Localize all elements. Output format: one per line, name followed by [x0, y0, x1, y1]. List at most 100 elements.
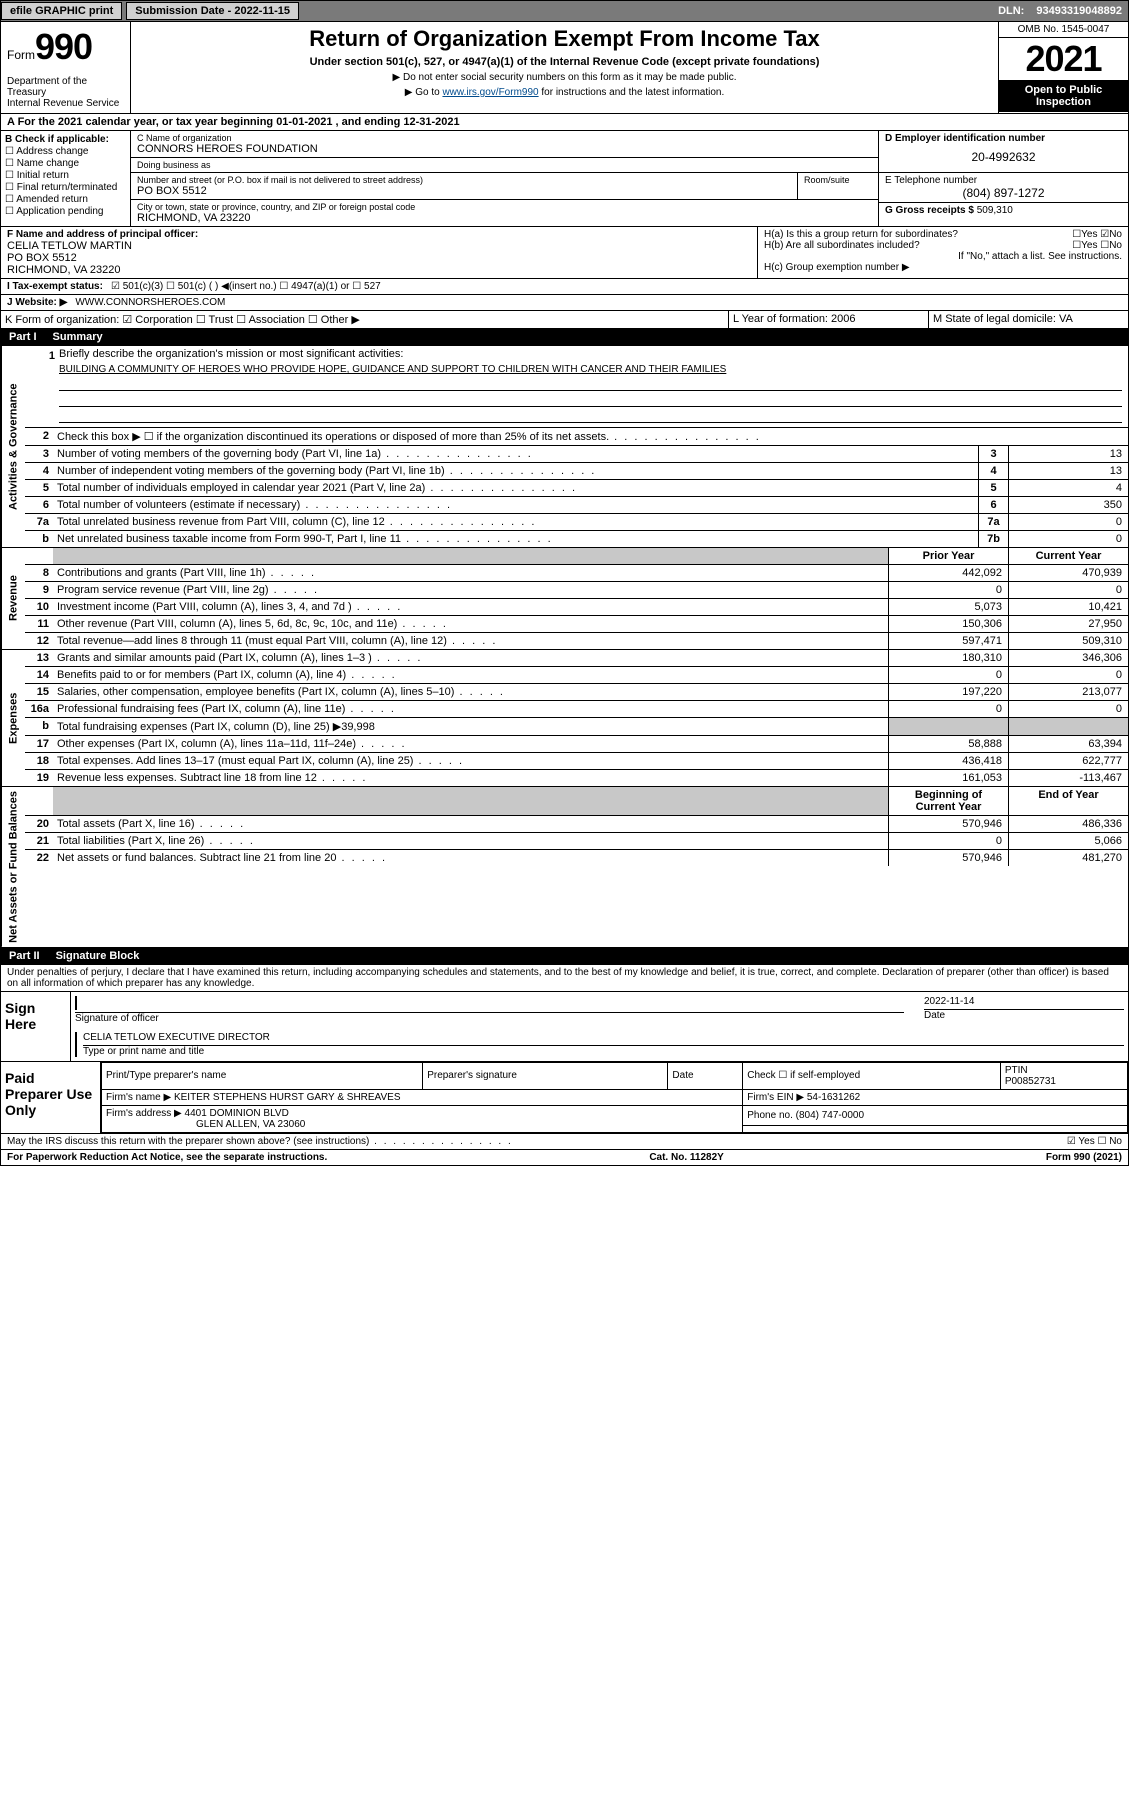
summary-line: 17Other expenses (Part IX, column (A), l…: [25, 736, 1128, 753]
col-b-header: B Check if applicable:: [5, 134, 126, 145]
form-title: Return of Organization Exempt From Incom…: [139, 26, 990, 52]
header-mid: Return of Organization Exempt From Incom…: [131, 22, 998, 113]
prep-date-header: Date: [668, 1062, 743, 1089]
ein-label: D Employer identification number: [885, 133, 1122, 144]
f-name: CELIA TETLOW MARTIN: [7, 240, 751, 252]
firm-addr-label: Firm's address ▶: [106, 1108, 185, 1119]
chk-name-change[interactable]: Name change: [5, 158, 126, 169]
f-label: F Name and address of principal officer:: [7, 229, 751, 240]
subdate-value: 2022-11-15: [234, 5, 290, 17]
hc-label: H(c) Group exemption number ▶: [764, 262, 1122, 273]
subdate-label: Submission Date -: [135, 5, 234, 17]
link-post: for instructions and the latest informat…: [539, 87, 725, 98]
firm-name: KEITER STEPHENS HURST GARY & SHREAVES: [174, 1092, 401, 1103]
sig-officer-label: Signature of officer: [75, 1013, 904, 1024]
chk-amended-return[interactable]: Amended return: [5, 194, 126, 205]
col-current-year: Current Year: [1008, 548, 1128, 564]
penalties-statement: Under penalties of perjury, I declare th…: [0, 965, 1129, 992]
line-i: I Tax-exempt status: ☑ 501(c)(3) ☐ 501(c…: [0, 279, 1129, 295]
efile-button[interactable]: efile GRAPHIC print: [1, 2, 122, 20]
gross-value: 509,310: [977, 205, 1013, 216]
chk-final-return[interactable]: Final return/terminated: [5, 182, 126, 193]
firm-name-label: Firm's name ▶: [106, 1092, 174, 1103]
section-f: F Name and address of principal officer:…: [1, 227, 758, 278]
summary-line: 8Contributions and grants (Part VIII, li…: [25, 565, 1128, 582]
f-addr2: RICHMOND, VA 23220: [7, 264, 751, 276]
header-right: OMB No. 1545-0047 2021 Open to Public In…: [998, 22, 1128, 113]
summary-line: 6Total number of volunteers (estimate if…: [25, 497, 1128, 514]
summary-line: 11Other revenue (Part VIII, column (A), …: [25, 616, 1128, 633]
city-value: RICHMOND, VA 23220: [137, 212, 872, 224]
section-bcd: B Check if applicable: Address change Na…: [0, 131, 1129, 227]
part-1-header: Part I Summary: [0, 329, 1129, 346]
room-label: Room/suite: [804, 175, 872, 185]
vtab-governance: Activities & Governance: [1, 346, 25, 547]
summary-line: 21Total liabilities (Part X, line 26)05,…: [25, 833, 1128, 850]
sign-here-label: Sign Here: [1, 992, 71, 1061]
summary-line: 13Grants and similar amounts paid (Part …: [25, 650, 1128, 667]
discuss-line: May the IRS discuss this return with the…: [0, 1134, 1129, 1150]
website-value: WWW.CONNORSHEROES.COM: [75, 297, 225, 308]
dln-label: DLN:: [998, 5, 1024, 17]
part-2-title: Signature Block: [56, 950, 140, 962]
ha-answer: ☐Yes ☑No: [1072, 229, 1122, 240]
summary-line: 10Investment income (Part VIII, column (…: [25, 599, 1128, 616]
prep-selfemployed: Check ☐ if self-employed: [743, 1062, 1001, 1089]
dln-value: 93493319048892: [1036, 5, 1122, 17]
chk-application-pending[interactable]: Application pending: [5, 206, 126, 217]
link-pre: ▶ Go to: [405, 87, 443, 98]
line-i-options: ☑ 501(c)(3) ☐ 501(c) ( ) ◀(insert no.) ☐…: [111, 281, 381, 292]
form-prefix: Form: [7, 48, 35, 62]
city-label: City or town, state or province, country…: [137, 202, 872, 212]
omb-number: OMB No. 1545-0047: [999, 22, 1128, 38]
sig-date-value: 2022-11-14: [924, 996, 1124, 1007]
form-subtitle: Under section 501(c), 527, or 4947(a)(1)…: [139, 56, 990, 68]
line-j-label: J Website: ▶: [7, 297, 67, 308]
discuss-answer: ☑ Yes ☐ No: [1067, 1136, 1122, 1147]
ptin-value: P00852731: [1005, 1076, 1056, 1087]
preparer-table: Print/Type preparer's name Preparer's si…: [101, 1062, 1128, 1133]
firm-ein: 54-1631262: [807, 1092, 860, 1103]
col-begin-year: Beginning of Current Year: [888, 787, 1008, 815]
summary-line: 7aTotal unrelated business revenue from …: [25, 514, 1128, 531]
period-line: A For the 2021 calendar year, or tax yea…: [0, 114, 1129, 131]
section-h: H(a) Is this a group return for subordin…: [758, 227, 1128, 278]
submission-date-button[interactable]: Submission Date - 2022-11-15: [126, 2, 299, 20]
section-fh: F Name and address of principal officer:…: [0, 227, 1129, 279]
tel-label: E Telephone number: [885, 175, 1122, 186]
topbar: efile GRAPHIC print Submission Date - 20…: [0, 0, 1129, 22]
sig-name-value: CELIA TETLOW EXECUTIVE DIRECTOR: [83, 1032, 1124, 1043]
hb-label: H(b) Are all subordinates included?: [764, 240, 920, 251]
summary-line: 14Benefits paid to or for members (Part …: [25, 667, 1128, 684]
summary-line: 22Net assets or fund balances. Subtract …: [25, 850, 1128, 866]
addr-value: PO BOX 5512: [137, 185, 791, 197]
chk-initial-return[interactable]: Initial return: [5, 170, 126, 181]
expenses-section: Expenses 13Grants and similar amounts pa…: [0, 650, 1129, 787]
chk-address-change[interactable]: Address change: [5, 146, 126, 157]
summary-line: 20Total assets (Part X, line 16)570,9464…: [25, 816, 1128, 833]
form-header: Form990 Department of the Treasury Inter…: [0, 22, 1129, 114]
summary-line: 3Number of voting members of the governi…: [25, 446, 1128, 463]
dba-label: Doing business as: [137, 160, 872, 170]
col-end-year: End of Year: [1008, 787, 1128, 815]
vtab-revenue: Revenue: [1, 548, 25, 649]
org-name: CONNORS HEROES FOUNDATION: [137, 143, 872, 155]
line-i-label: I Tax-exempt status:: [7, 281, 103, 292]
ha-label: H(a) Is this a group return for subordin…: [764, 229, 958, 240]
mission-blank-line: [59, 393, 1122, 407]
hb-note: If "No," attach a list. See instructions…: [764, 251, 1122, 262]
summary-line: 18Total expenses. Add lines 13–17 (must …: [25, 753, 1128, 770]
footer-left: For Paperwork Reduction Act Notice, see …: [7, 1152, 327, 1163]
prep-sig-header: Preparer's signature: [423, 1062, 668, 1089]
department-text: Department of the Treasury Internal Reve…: [7, 76, 124, 109]
page-footer: For Paperwork Reduction Act Notice, see …: [0, 1150, 1129, 1166]
line-l: L Year of formation: 2006: [728, 311, 928, 328]
revenue-section: Revenue Prior Year Current Year 8Contrib…: [0, 548, 1129, 650]
netassets-section: Net Assets or Fund Balances Beginning of…: [0, 787, 1129, 948]
vtab-expenses: Expenses: [1, 650, 25, 786]
line-j: J Website: ▶ WWW.CONNORSHEROES.COM: [0, 295, 1129, 311]
table-row: Firm's name ▶ KEITER STEPHENS HURST GARY…: [102, 1089, 1128, 1105]
prep-name-header: Print/Type preparer's name: [102, 1062, 423, 1089]
mission-num: 1: [31, 348, 59, 364]
instructions-link[interactable]: www.irs.gov/Form990: [442, 87, 538, 98]
